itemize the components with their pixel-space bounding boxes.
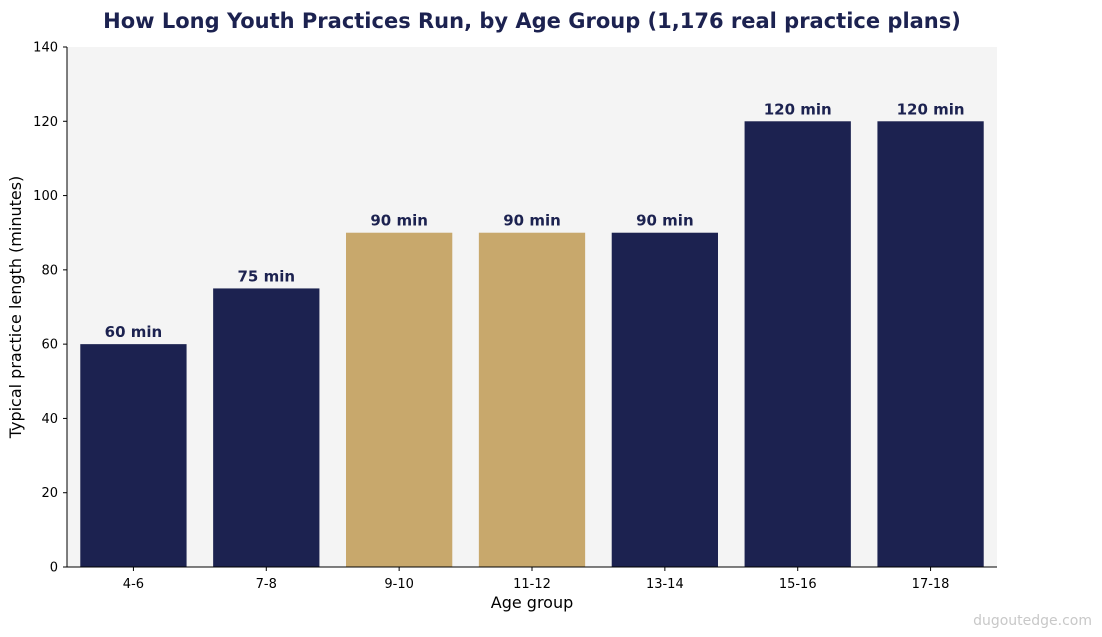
y-tick-label-140: 140 xyxy=(33,41,58,56)
data-label-7-8: 75 min xyxy=(238,267,296,285)
x-tick-label-13-14: 13-14 xyxy=(646,577,684,592)
y-tick-label-60: 60 xyxy=(41,338,58,353)
bar-17-18 xyxy=(877,121,984,568)
watermark: dugoutedge.com xyxy=(973,613,1092,629)
chart-title: How Long Youth Practices Run, by Age Gro… xyxy=(103,9,961,33)
x-tick-label-11-12: 11-12 xyxy=(513,577,551,592)
bar-7-8 xyxy=(213,288,320,567)
data-label-11-12: 90 min xyxy=(503,212,561,230)
bar-11-12 xyxy=(478,232,586,567)
bars-group xyxy=(80,121,984,568)
y-tick-label-40: 40 xyxy=(41,412,58,427)
x-tick-label-7-8: 7-8 xyxy=(256,577,277,592)
x-tick-label-15-16: 15-16 xyxy=(779,577,817,592)
y-tick-label-120: 120 xyxy=(33,115,58,130)
data-label-13-14: 90 min xyxy=(636,212,694,230)
data-labels-group: 60 min 75 min 90 min 90 min 90 min 120 min 120… xyxy=(105,100,965,341)
axes-group: 4-6 7-8 9-10 11-12 13-14 15-16 17-18 0 20 40 60 80 1… xyxy=(33,41,997,592)
y-axis-label: Typical practice length (minutes) xyxy=(6,176,25,440)
bar-15-16 xyxy=(744,121,851,568)
y-tick-label-0: 0 xyxy=(50,561,58,576)
data-label-4-6: 60 min xyxy=(105,323,163,341)
y-tick-label-20: 20 xyxy=(41,486,58,501)
x-tick-label-9-10: 9-10 xyxy=(384,577,414,592)
data-label-15-16: 120 min xyxy=(764,100,832,118)
bar-4-6 xyxy=(80,344,187,567)
y-tick-label-80: 80 xyxy=(41,263,58,278)
x-tick-label-4-6: 4-6 xyxy=(123,577,144,592)
y-tick-label-100: 100 xyxy=(33,189,58,204)
x-axis-label: Age group xyxy=(491,593,574,612)
bar-9-10 xyxy=(346,232,453,567)
data-label-9-10: 90 min xyxy=(370,212,428,230)
data-label-17-18: 120 min xyxy=(897,100,965,118)
x-tick-label-17-18: 17-18 xyxy=(912,577,950,592)
bar-13-14 xyxy=(611,232,718,567)
